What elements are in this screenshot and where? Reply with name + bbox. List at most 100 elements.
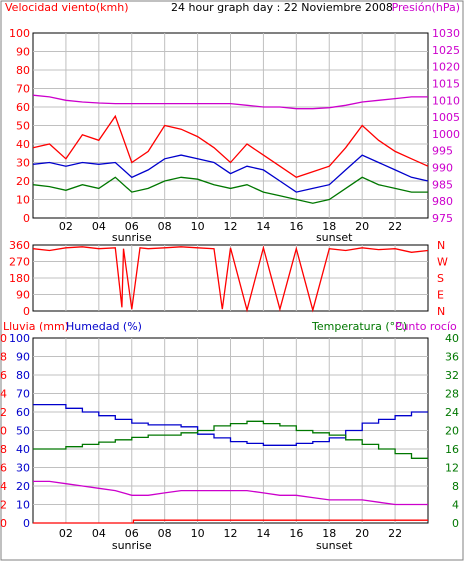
wind-direction-line	[32, 245, 429, 313]
dewpoint-line	[33, 480, 428, 506]
left-axis-tick-label: 20	[16, 175, 30, 188]
sunset-label-top: sunset	[316, 231, 353, 244]
temperature-axis-title: Temperatura (°C)	[311, 320, 407, 333]
rain-tick-label: 18	[0, 351, 7, 364]
left-axis-tick-label: 70	[16, 83, 30, 96]
left-axis-tick-label: 90	[16, 289, 30, 302]
rain-tick-label: 20	[0, 332, 7, 345]
compass-label: N	[437, 305, 445, 318]
sunrise-label-top: sunrise	[112, 231, 152, 244]
temperature-tick-label: 24	[445, 406, 459, 419]
x-tick-label: 16	[289, 527, 303, 540]
left-axis-tick-label: 80	[16, 64, 30, 77]
left-axis-tick-label: 100	[9, 27, 30, 40]
rain-tick-label: 10	[0, 425, 7, 438]
temperature-tick-label: 20	[445, 425, 459, 438]
rain-tick-label: 16	[0, 369, 7, 382]
humidity-tick-label: 100	[9, 332, 30, 345]
rain-tick-label: 4	[0, 480, 7, 493]
temperature-tick-label: 12	[445, 462, 459, 475]
temperature-tick-label: 36	[445, 351, 459, 364]
temperature-tick-label: 28	[445, 388, 459, 401]
x-tick-label: 04	[92, 220, 106, 233]
temperature-tick-label: 4	[452, 499, 459, 512]
sunset-label-bottom: sunset	[316, 539, 353, 552]
temperature-tick-label: 8	[452, 480, 459, 493]
x-tick-label: 02	[59, 527, 73, 540]
humidity-line	[33, 403, 428, 446]
x-tick-label: 10	[191, 527, 205, 540]
x-tick-label: 06	[125, 527, 139, 540]
rain-tick-label: 12	[0, 406, 7, 419]
humidity-tick-label: 80	[16, 369, 30, 382]
humidity-tick-label: 0	[23, 517, 30, 530]
temperature-tick-label: 16	[445, 443, 459, 456]
x-tick-label: 10	[191, 220, 205, 233]
pressure-tick-label: 1030	[432, 27, 460, 40]
rain-tick-label: 14	[0, 388, 7, 401]
left-axis-tick-label: 0	[23, 305, 30, 318]
x-tick-label: 08	[158, 220, 172, 233]
dewpoint-axis-title: Punto rocío	[395, 320, 457, 333]
pressure-tick-label: 985	[432, 178, 453, 191]
pressure-tick-label: 990	[432, 162, 453, 175]
pressure-tick-label: 1020	[432, 61, 460, 74]
pressure-tick-label: 980	[432, 195, 453, 208]
x-tick-label: 18	[322, 220, 336, 233]
temperature-tick-label: 0	[452, 517, 459, 530]
humidity-tick-label: 50	[16, 425, 30, 438]
left-axis-tick-label: 360	[9, 239, 30, 252]
sunrise-label-bottom: sunrise	[112, 539, 152, 552]
left-axis-tick-label: 30	[16, 157, 30, 170]
rain-line	[33, 519, 428, 524]
pressure-tick-label: 975	[432, 212, 453, 225]
left-axis-tick-label: 60	[16, 101, 30, 114]
humidity-tick-label: 90	[16, 351, 30, 364]
rain-tick-label: 0	[0, 517, 7, 530]
x-tick-label: 14	[256, 527, 270, 540]
temperature-line	[33, 420, 428, 459]
rain-axis-title: Lluvia (mm)	[3, 320, 69, 333]
pressure-tick-label: 1015	[432, 77, 460, 90]
x-tick-label: 20	[355, 220, 369, 233]
left-axis-tick-label: 50	[16, 120, 30, 133]
rain-tick-label: 2	[0, 499, 7, 512]
humidity-tick-label: 70	[16, 388, 30, 401]
x-tick-label: 04	[92, 527, 106, 540]
x-tick-label: 06	[125, 220, 139, 233]
left-axis-tick-label: 40	[16, 138, 30, 151]
x-tick-label: 16	[289, 220, 303, 233]
x-tick-label: 22	[388, 220, 402, 233]
x-tick-label: 12	[224, 527, 238, 540]
pressure-tick-label: 995	[432, 145, 453, 158]
humidity-tick-label: 20	[16, 480, 30, 493]
rain-tick-label: 6	[0, 462, 7, 475]
left-axis-tick-label: 270	[9, 256, 30, 269]
humidity-tick-label: 30	[16, 462, 30, 475]
humidity-axis-title: Humedad (%)	[66, 320, 142, 333]
rain-tick-label: 8	[0, 443, 7, 456]
x-tick-label: 02	[59, 220, 73, 233]
compass-label: S	[437, 272, 444, 285]
x-tick-label: 20	[355, 527, 369, 540]
x-tick-label: 14	[256, 220, 270, 233]
x-tick-label: 18	[322, 527, 336, 540]
compass-label: N	[437, 239, 445, 252]
pressure-tick-label: 1025	[432, 44, 460, 57]
pressure-tick-label: 1010	[432, 94, 460, 107]
humidity-tick-label: 60	[16, 406, 30, 419]
temperature-tick-label: 40	[445, 332, 459, 345]
left-axis-tick-label: 0	[23, 212, 30, 225]
pressure-axis-title: Presión(hPa)	[392, 1, 460, 14]
x-tick-label: 22	[388, 527, 402, 540]
chart-title: 24 hour graph day : 22 Noviembre 2008	[171, 1, 393, 14]
wind-average-line	[32, 154, 429, 193]
temperature-tick-label: 32	[445, 369, 459, 382]
compass-label: E	[437, 289, 444, 302]
wind-gust-line	[32, 114, 429, 179]
humidity-tick-label: 10	[16, 499, 30, 512]
left-axis-tick-label: 90	[16, 46, 30, 59]
